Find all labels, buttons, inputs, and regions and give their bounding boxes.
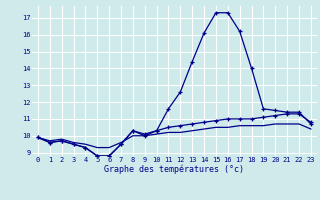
X-axis label: Graphe des températures (°c): Graphe des températures (°c) xyxy=(104,165,244,174)
